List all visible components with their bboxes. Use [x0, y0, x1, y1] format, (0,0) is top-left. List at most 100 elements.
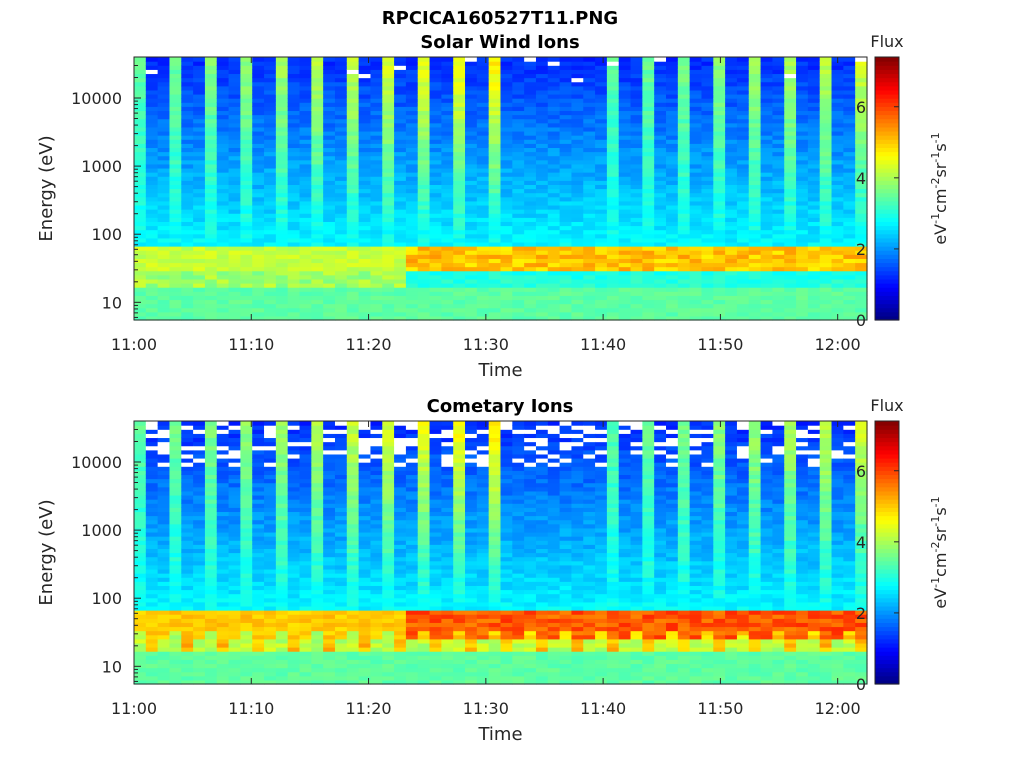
heatmap-cell	[275, 250, 289, 255]
heatmap-cell	[772, 200, 785, 206]
heatmap-cell	[642, 89, 655, 95]
heatmap-cell	[571, 225, 584, 231]
heatmap-cell	[441, 237, 454, 243]
heatmap-cell	[441, 139, 454, 144]
heatmap-cell	[512, 237, 525, 243]
heatmap-cell	[370, 209, 383, 214]
heatmap-cell	[405, 102, 419, 107]
heatmap-cell	[642, 307, 655, 313]
heatmap-cell	[488, 126, 502, 132]
heatmap-cell	[796, 184, 809, 190]
heatmap-cell	[713, 98, 726, 103]
heatmap-cell	[157, 474, 171, 480]
heatmap-cell	[252, 204, 265, 210]
heatmap-cell	[535, 159, 549, 165]
heatmap-cell	[240, 437, 253, 443]
heatmap-cell	[417, 246, 431, 251]
heatmap-cell	[500, 69, 513, 75]
heatmap-cell	[157, 527, 171, 533]
heatmap-cell	[571, 295, 584, 301]
heatmap-cell	[429, 114, 442, 120]
heatmap-cell	[736, 250, 750, 255]
colorbar-swatch	[875, 73, 899, 79]
heatmap-cell	[701, 196, 714, 202]
colorbar-swatch	[875, 159, 899, 165]
heatmap-cell	[512, 307, 525, 313]
heatmap-cell	[311, 155, 324, 161]
heatmap-cell	[157, 77, 171, 83]
heatmap-cell	[157, 667, 171, 673]
heatmap-cell	[689, 278, 703, 284]
heatmap-cell	[547, 151, 561, 157]
heatmap-cell	[264, 209, 277, 214]
heatmap-cell	[405, 180, 419, 185]
heatmap-cell	[346, 225, 360, 231]
heatmap-cell	[441, 126, 454, 132]
heatmap-cell	[595, 106, 608, 112]
heatmap-cell	[240, 180, 253, 185]
heatmap-cell	[465, 217, 478, 222]
heatmap-cell	[275, 470, 289, 476]
heatmap-cell	[760, 57, 774, 62]
heatmap-cell	[677, 303, 691, 309]
heatmap-cell	[524, 299, 537, 305]
heatmap-cell	[654, 295, 667, 301]
heatmap-cell	[500, 266, 513, 272]
heatmap-cell	[547, 126, 561, 132]
heatmap-cell	[370, 258, 383, 264]
heatmap-cell	[275, 176, 289, 181]
heatmap-cell	[181, 233, 194, 239]
heatmap-cell	[535, 130, 549, 136]
heatmap-cell	[429, 287, 442, 292]
heatmap-cell	[677, 98, 691, 103]
heatmap-cell	[275, 474, 289, 480]
heatmap-cell	[429, 315, 442, 321]
heatmap-cell	[216, 585, 230, 591]
heatmap-cell	[275, 453, 289, 459]
heatmap-cell	[240, 229, 253, 235]
heatmap-cell	[618, 295, 632, 301]
heatmap-cell	[417, 311, 431, 317]
heatmap-cell	[677, 172, 691, 177]
heatmap-cell	[453, 307, 466, 313]
heatmap-cell	[453, 106, 466, 112]
heatmap-cell	[394, 65, 407, 70]
heatmap-cell	[595, 192, 608, 198]
heatmap-cell	[240, 560, 253, 566]
heatmap-cell	[701, 278, 714, 284]
heatmap-cell	[630, 283, 643, 288]
heatmap-cell	[193, 626, 206, 632]
heatmap-cell	[275, 622, 289, 628]
heatmap-cell	[169, 568, 182, 574]
heatmap-cell	[784, 65, 797, 70]
heatmap-cell	[394, 262, 407, 268]
heatmap-cell	[725, 135, 738, 140]
heatmap-cell	[713, 287, 726, 292]
heatmap-cell	[157, 262, 171, 268]
heatmap-cell	[193, 307, 206, 313]
heatmap-cell	[134, 647, 147, 652]
heatmap-cell	[299, 283, 312, 288]
heatmap-cell	[831, 295, 844, 301]
heatmap-cell	[394, 299, 407, 305]
heatmap-cell	[405, 93, 419, 99]
heatmap-cell	[169, 114, 182, 120]
heatmap-cell	[654, 102, 667, 107]
heatmap-cell	[784, 315, 797, 321]
heatmap-cell	[843, 114, 856, 120]
heatmap-cell	[559, 93, 573, 99]
heatmap-cell	[134, 671, 147, 677]
heatmap-cell	[701, 106, 714, 112]
heatmap-cell	[725, 213, 738, 218]
heatmap-cell	[453, 311, 466, 317]
heatmap-cell	[654, 77, 667, 83]
heatmap-cell	[441, 295, 454, 301]
heatmap-cell	[240, 425, 253, 430]
heatmap-cell	[275, 143, 289, 149]
heatmap-cell	[642, 303, 655, 309]
heatmap-cell	[476, 61, 490, 66]
heatmap-cell	[677, 237, 691, 243]
heatmap-cell	[476, 274, 490, 280]
heatmap-cell	[382, 81, 395, 87]
heatmap-cell	[855, 57, 868, 62]
